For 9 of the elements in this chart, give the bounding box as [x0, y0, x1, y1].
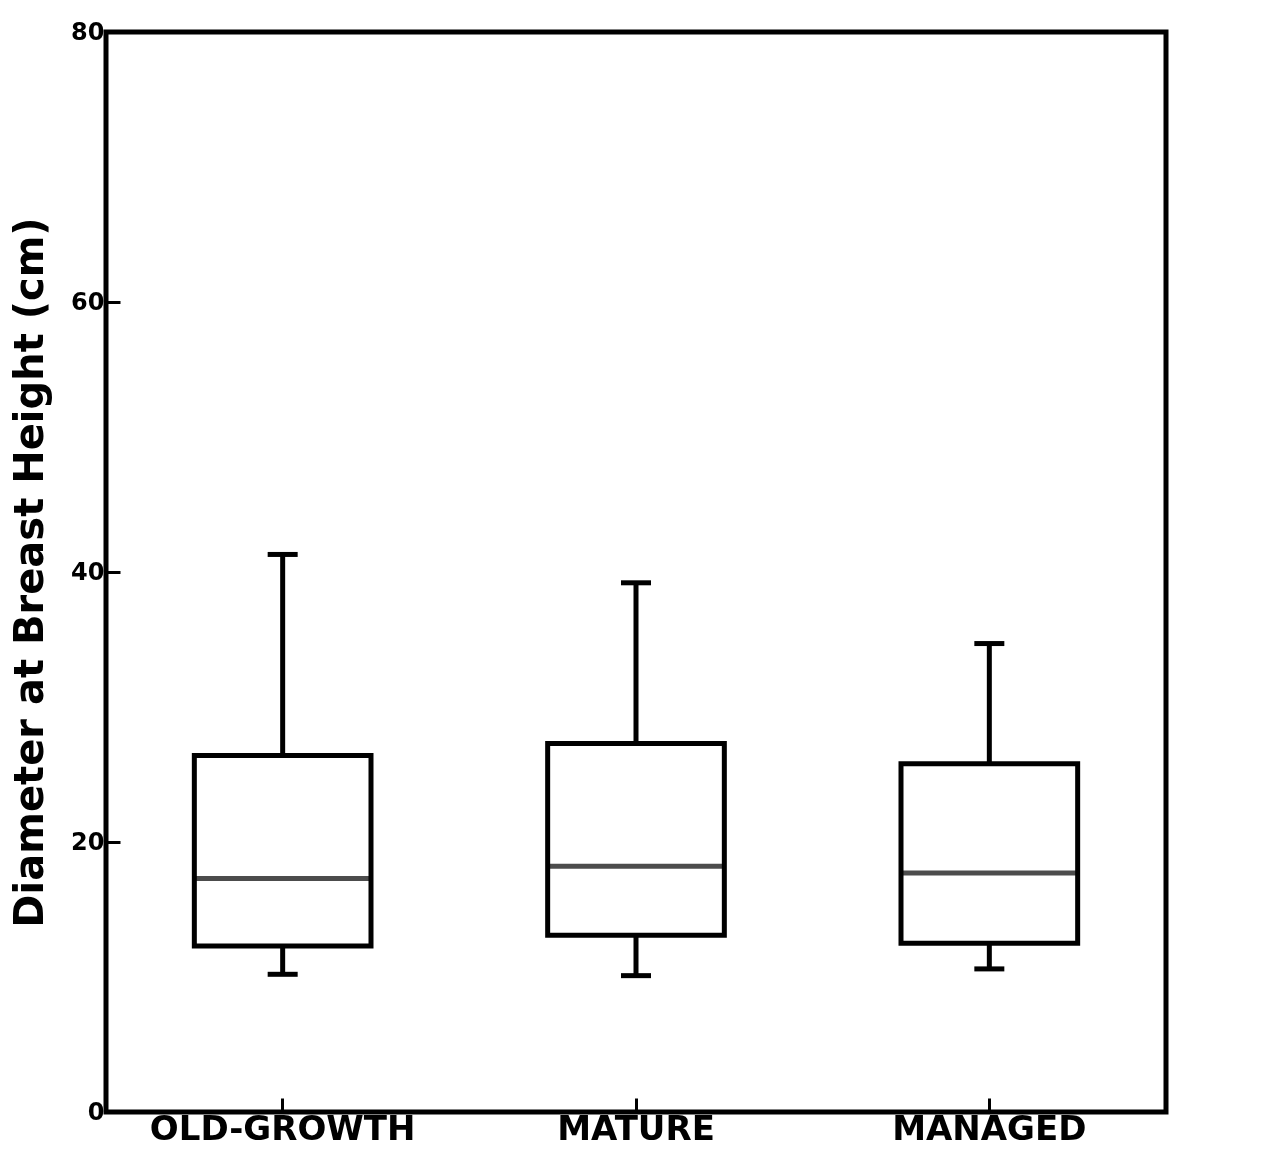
x-tick-label: MATURE — [557, 1107, 715, 1148]
y-tick-label: 40 — [71, 557, 105, 586]
x-tick-label: MANAGED — [892, 1107, 1087, 1148]
y-axis-title: Diameter at Breast Height (cm) — [6, 217, 53, 928]
y-tick-label: 60 — [71, 287, 105, 316]
y-tick-label: 0 — [87, 1097, 105, 1126]
y-tick-label: 20 — [71, 827, 105, 856]
x-tick-label: OLD-GROWTH — [149, 1107, 416, 1148]
y-tick-label: 80 — [71, 17, 105, 46]
